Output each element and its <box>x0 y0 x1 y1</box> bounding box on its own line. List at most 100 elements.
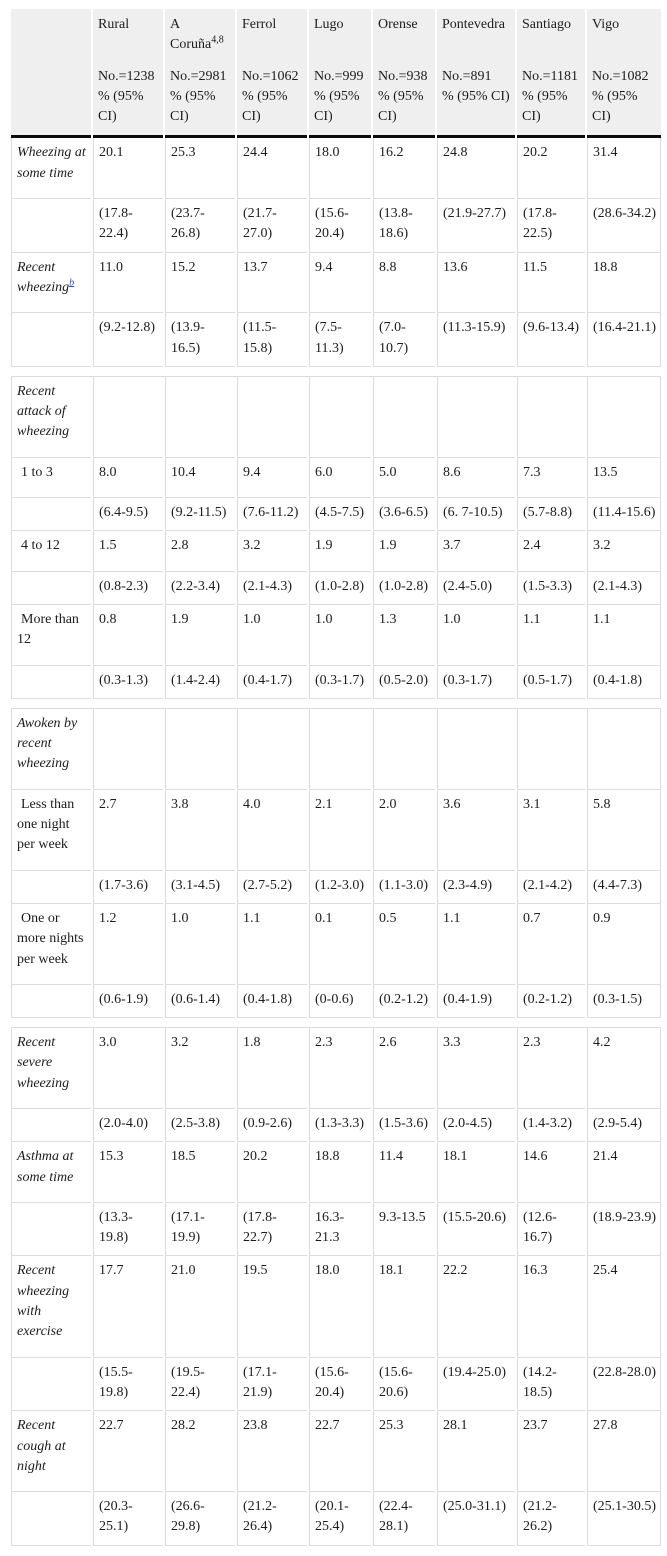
table-row <box>11 366 661 377</box>
column-header-a-coruña: A Coruña4,8 <box>165 9 235 61</box>
column-header-pontevedra: Pontevedra <box>437 9 515 61</box>
row-label: More than 12 <box>11 604 91 666</box>
value-cell: 6.0 <box>309 457 371 499</box>
ci-cell: (2.3-4.9) <box>437 870 515 904</box>
value-cell: 0.7 <box>517 903 585 985</box>
value-cell: 1.0 <box>237 604 307 666</box>
ci-cell: (1.2-3.0) <box>309 870 371 904</box>
value-cell: 3.1 <box>517 789 585 871</box>
ci-cell: (0.4-1.8) <box>587 665 661 699</box>
value-cell: 27.8 <box>587 1411 661 1493</box>
value-cell: 4.2 <box>587 1028 661 1109</box>
column-subheader: No.=2981 % (95% CI) <box>165 60 235 139</box>
column-header-lugo: Lugo <box>309 9 371 61</box>
row-label: Recent severe wheezing <box>11 1028 91 1109</box>
value-cell: 11.0 <box>93 252 163 314</box>
footnote-b-link[interactable]: b <box>69 277 75 289</box>
value-cell: 28.2 <box>165 1411 235 1493</box>
ci-cell: (0.6-1.4) <box>165 984 235 1019</box>
value-cell: 28.1 <box>437 1411 515 1493</box>
ci-cell: (2.1-4.3) <box>587 571 661 605</box>
ci-cell: (17.1-19.9) <box>165 1202 235 1257</box>
sample-size: No.=891 <box>442 68 492 84</box>
table-row: (0.8-2.3) (2.2-3.4) (2.1-4.3) (1.0-2.8) (1.0… <box>11 571 661 605</box>
value-cell: 21.4 <box>587 1142 661 1203</box>
ci-cell: (14.2-18.5) <box>517 1357 585 1412</box>
row-label <box>11 984 91 1019</box>
value-cell: 10.4 <box>165 457 235 499</box>
value-cell: 8.6 <box>437 457 515 499</box>
ci-cell: (15.6-20.6) <box>373 1357 435 1412</box>
row-label-text: Awoken by recent wheezing <box>17 715 78 772</box>
ci-header-label: % (95% CI) <box>242 88 288 125</box>
column-header-orense: Orense <box>373 9 435 61</box>
value-cell: 11.5 <box>517 252 585 314</box>
spacer-cell <box>11 1018 661 1029</box>
sample-size: No.=2981 <box>170 68 227 84</box>
ci-cell: (0.5-1.7) <box>517 665 585 699</box>
value-cell <box>237 708 307 790</box>
column-subheader: No.=1062 % (95% CI) <box>237 60 307 139</box>
ci-cell: (2.0-4.5) <box>437 1108 515 1143</box>
value-cell: 1.0 <box>309 604 371 666</box>
row-label: Asthma at some time <box>11 1142 91 1203</box>
value-cell: 1.1 <box>237 903 307 985</box>
value-cell: 0.5 <box>373 903 435 985</box>
footnote-ref: b <box>69 277 74 288</box>
value-cell: 20.2 <box>237 1142 307 1203</box>
ci-cell: (2.2-3.4) <box>165 571 235 605</box>
value-cell: 17.7 <box>93 1256 163 1358</box>
value-cell: 18.5 <box>165 1142 235 1203</box>
column-subheader: No.=938 % (95% CI) <box>373 60 435 139</box>
ci-cell: (5.7-8.8) <box>517 498 585 532</box>
table-row: (6.4-9.5) (9.2-11.5) (7.6-11.2) (4.5-7.5) (3… <box>11 498 661 532</box>
table-body: Wheezing at some time 20.1 25.3 24.4 18.0 16.… <box>11 138 661 1546</box>
value-cell: 5.0 <box>373 457 435 499</box>
value-cell: 18.1 <box>437 1142 515 1203</box>
value-cell: 1.3 <box>373 604 435 666</box>
ci-cell: (15.5-19.8) <box>93 1357 163 1412</box>
row-label-text: Wheezing at some time <box>17 145 86 181</box>
ci-cell: (3.6-6.5) <box>373 498 435 532</box>
ci-cell: (12.6-16.7) <box>517 1202 585 1257</box>
row-label <box>11 1202 91 1257</box>
ci-cell: (13.9-16.5) <box>165 313 235 367</box>
table-row: Less than one night per week 2.7 3.8 4.0 2.1… <box>11 789 661 871</box>
ci-cell: (17.8-22.4) <box>93 199 163 253</box>
table-row: (17.8-22.4) (23.7-26.8) (21.7-27.0) (15.6-2… <box>11 199 661 253</box>
ci-cell: (1.4-2.4) <box>165 665 235 699</box>
row-label: Recent attack of wheezing <box>11 376 91 458</box>
value-cell <box>165 376 235 458</box>
ci-cell: (4.5-7.5) <box>309 498 371 532</box>
value-cell: 1.5 <box>93 531 163 572</box>
value-cell: 22.7 <box>93 1411 163 1493</box>
ci-cell: (7.5-11.3) <box>309 313 371 367</box>
value-cell <box>587 376 661 458</box>
table-row: (13.3-19.8) (17.1-19.9) (17.8-22.7) 16.3-21… <box>11 1202 661 1257</box>
value-cell: 2.4 <box>517 531 585 572</box>
value-cell: 20.1 <box>93 138 163 200</box>
ci-cell: (0.9-2.6) <box>237 1108 307 1143</box>
value-cell <box>437 376 515 458</box>
table-row: Wheezing at some time 20.1 25.3 24.4 18.0 16.… <box>11 138 661 200</box>
row-label: Recent cough at night <box>11 1411 91 1493</box>
column-name: Ferrol <box>242 17 277 32</box>
column-subheader: No.=1181 % (95% CI) <box>517 60 585 139</box>
ci-cell: (21.7-27.0) <box>237 199 307 253</box>
ci-cell: (2.9-5.4) <box>587 1108 661 1143</box>
value-cell: 18.8 <box>587 252 661 314</box>
table-row: Asthma at some time 15.3 18.5 20.2 18.8 11.4 1… <box>11 1142 661 1203</box>
ci-cell: (28.6-34.2) <box>587 199 661 253</box>
value-cell: 23.7 <box>517 1411 585 1493</box>
value-cell: 2.7 <box>93 789 163 871</box>
ci-cell: (1.0-2.8) <box>309 571 371 605</box>
value-cell: 2.0 <box>373 789 435 871</box>
ci-cell: (19.4-25.0) <box>437 1357 515 1412</box>
row-label-text: 1 to 3 <box>21 464 53 480</box>
row-label <box>11 1357 91 1412</box>
ci-cell: (1.4-3.2) <box>517 1108 585 1143</box>
value-cell <box>587 708 661 790</box>
value-cell: 24.8 <box>437 138 515 200</box>
ci-cell: (6. 7-10.5) <box>437 498 515 532</box>
value-cell: 22.7 <box>309 1411 371 1493</box>
